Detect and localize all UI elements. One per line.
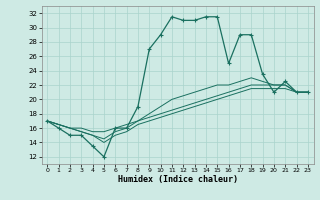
X-axis label: Humidex (Indice chaleur): Humidex (Indice chaleur) — [118, 175, 237, 184]
